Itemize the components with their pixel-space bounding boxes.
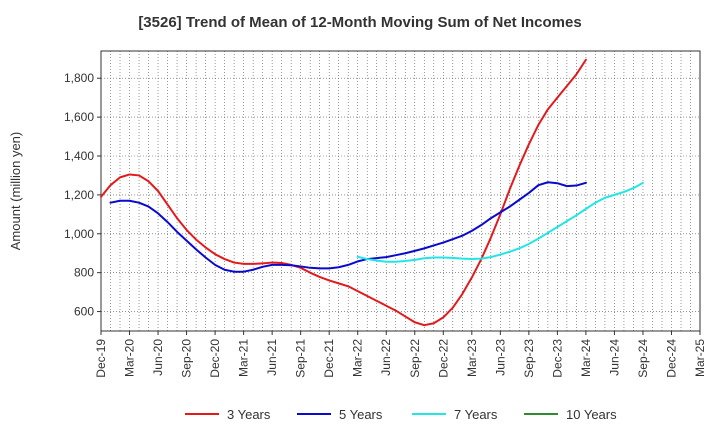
x-tick-label: Sep-20 <box>180 339 194 378</box>
x-tick-label: Dec-21 <box>322 339 336 378</box>
x-tick-label: Dec-20 <box>208 339 222 378</box>
legend-label: 10 Years <box>566 407 617 422</box>
plot-frame <box>100 50 701 332</box>
legend-label: 7 Years <box>454 407 498 422</box>
y-tick-label: 1,600 <box>64 110 94 124</box>
x-tick-label: Sep-22 <box>408 339 422 378</box>
series-line-7-years <box>356 181 644 263</box>
x-tick-label: Mar-20 <box>123 339 137 377</box>
x-axis-ticks: Dec-19 Mar-20 Jun-20 Sep-20 Dec-20 Mar-21 Jun-… <box>94 331 707 378</box>
x-tick-label: Jun-23 <box>493 339 507 376</box>
legend: 3 Years 5 Years 7 Years 10 Years <box>185 407 617 422</box>
chart-title: [3526] Trend of Mean of 12-Month Moving … <box>138 14 582 31</box>
y-tick-label: 600 <box>74 305 94 319</box>
y-axis-title: Amount (million yen) <box>8 132 23 251</box>
y-tick-label: 1,000 <box>64 227 94 241</box>
x-tick-label: Mar-23 <box>465 339 479 377</box>
y-tick-label: 800 <box>74 266 94 280</box>
y-tick-label: 1,400 <box>64 149 94 163</box>
legend-label: 3 Years <box>227 407 271 422</box>
x-tick-label: Sep-23 <box>522 339 536 378</box>
series-line-5-years <box>109 181 587 273</box>
x-tick-label: Sep-24 <box>636 339 650 378</box>
series-line-3-years <box>100 58 587 327</box>
x-tick-label: Sep-21 <box>294 339 308 378</box>
x-tick-label: Jun-24 <box>607 339 621 376</box>
series-layer <box>100 58 644 327</box>
x-tick-label: Jun-22 <box>379 339 393 376</box>
x-tick-label: Mar-22 <box>351 339 365 377</box>
x-tick-label: Jun-21 <box>265 339 279 376</box>
x-tick-label: Mar-25 <box>693 339 707 377</box>
grid-layer <box>101 51 700 331</box>
legend-label: 5 Years <box>339 407 383 422</box>
x-tick-label: Dec-22 <box>436 339 450 378</box>
y-tick-label: 1,200 <box>64 188 94 202</box>
x-tick-label: Dec-19 <box>94 339 108 378</box>
x-tick-label: Jun-20 <box>151 339 165 376</box>
x-tick-label: Mar-21 <box>237 339 251 377</box>
x-tick-label: Mar-24 <box>579 339 593 377</box>
y-axis-ticks: 600 800 1,000 1,200 1,400 1,600 1,800 <box>64 71 101 319</box>
x-tick-label: Dec-24 <box>664 339 678 378</box>
y-tick-label: 1,800 <box>64 71 94 85</box>
x-tick-label: Dec-23 <box>550 339 564 378</box>
